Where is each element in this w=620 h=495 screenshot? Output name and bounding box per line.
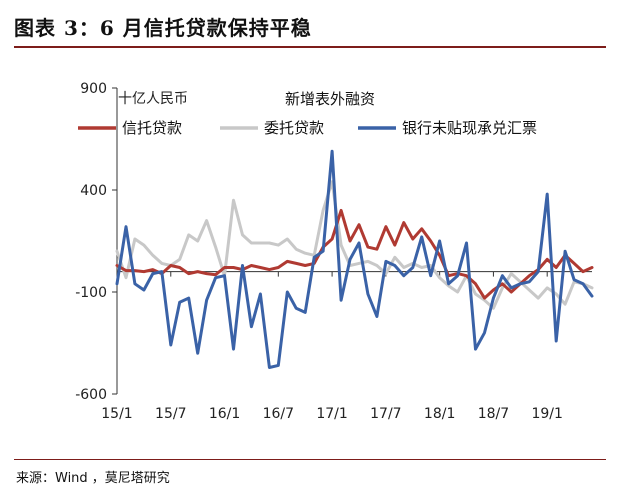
x-tick-label: 15/1	[101, 406, 132, 422]
series-line-0	[115, 208, 594, 300]
figure-title: 图表 3：6 月信托贷款保持平稳	[14, 16, 312, 40]
x-tick-label: 18/1	[424, 406, 455, 422]
source-rule	[14, 459, 606, 460]
x-tick-label: 17/1	[316, 406, 347, 422]
x-tick-label: 16/1	[209, 406, 240, 422]
y-tick-label: 900	[80, 81, 107, 97]
x-tick-label: 18/7	[478, 406, 509, 422]
y-tick-label: 400	[80, 183, 107, 199]
x-tick-label: 17/7	[370, 406, 401, 422]
series-line-1	[115, 180, 594, 310]
title-rule	[14, 46, 606, 48]
legend-label-1: 委托贷款	[264, 119, 324, 137]
y-tick-label: -600	[75, 387, 107, 403]
y-tick-label: -100	[75, 285, 107, 301]
x-tick-label: 15/7	[155, 406, 186, 422]
y-axis-unit: 十亿人民币	[118, 91, 188, 107]
x-tick-label: 16/7	[263, 406, 294, 422]
legend-label-0: 信托贷款	[122, 119, 182, 137]
source-note: 来源：Wind ，莫尼塔研究	[16, 471, 170, 486]
series-line-2	[115, 149, 594, 369]
legend-label-2: 银行未贴现承兑汇票	[402, 119, 537, 137]
x-tick-label: 19/1	[531, 406, 562, 422]
chart-title: 新增表外融资	[285, 90, 375, 108]
